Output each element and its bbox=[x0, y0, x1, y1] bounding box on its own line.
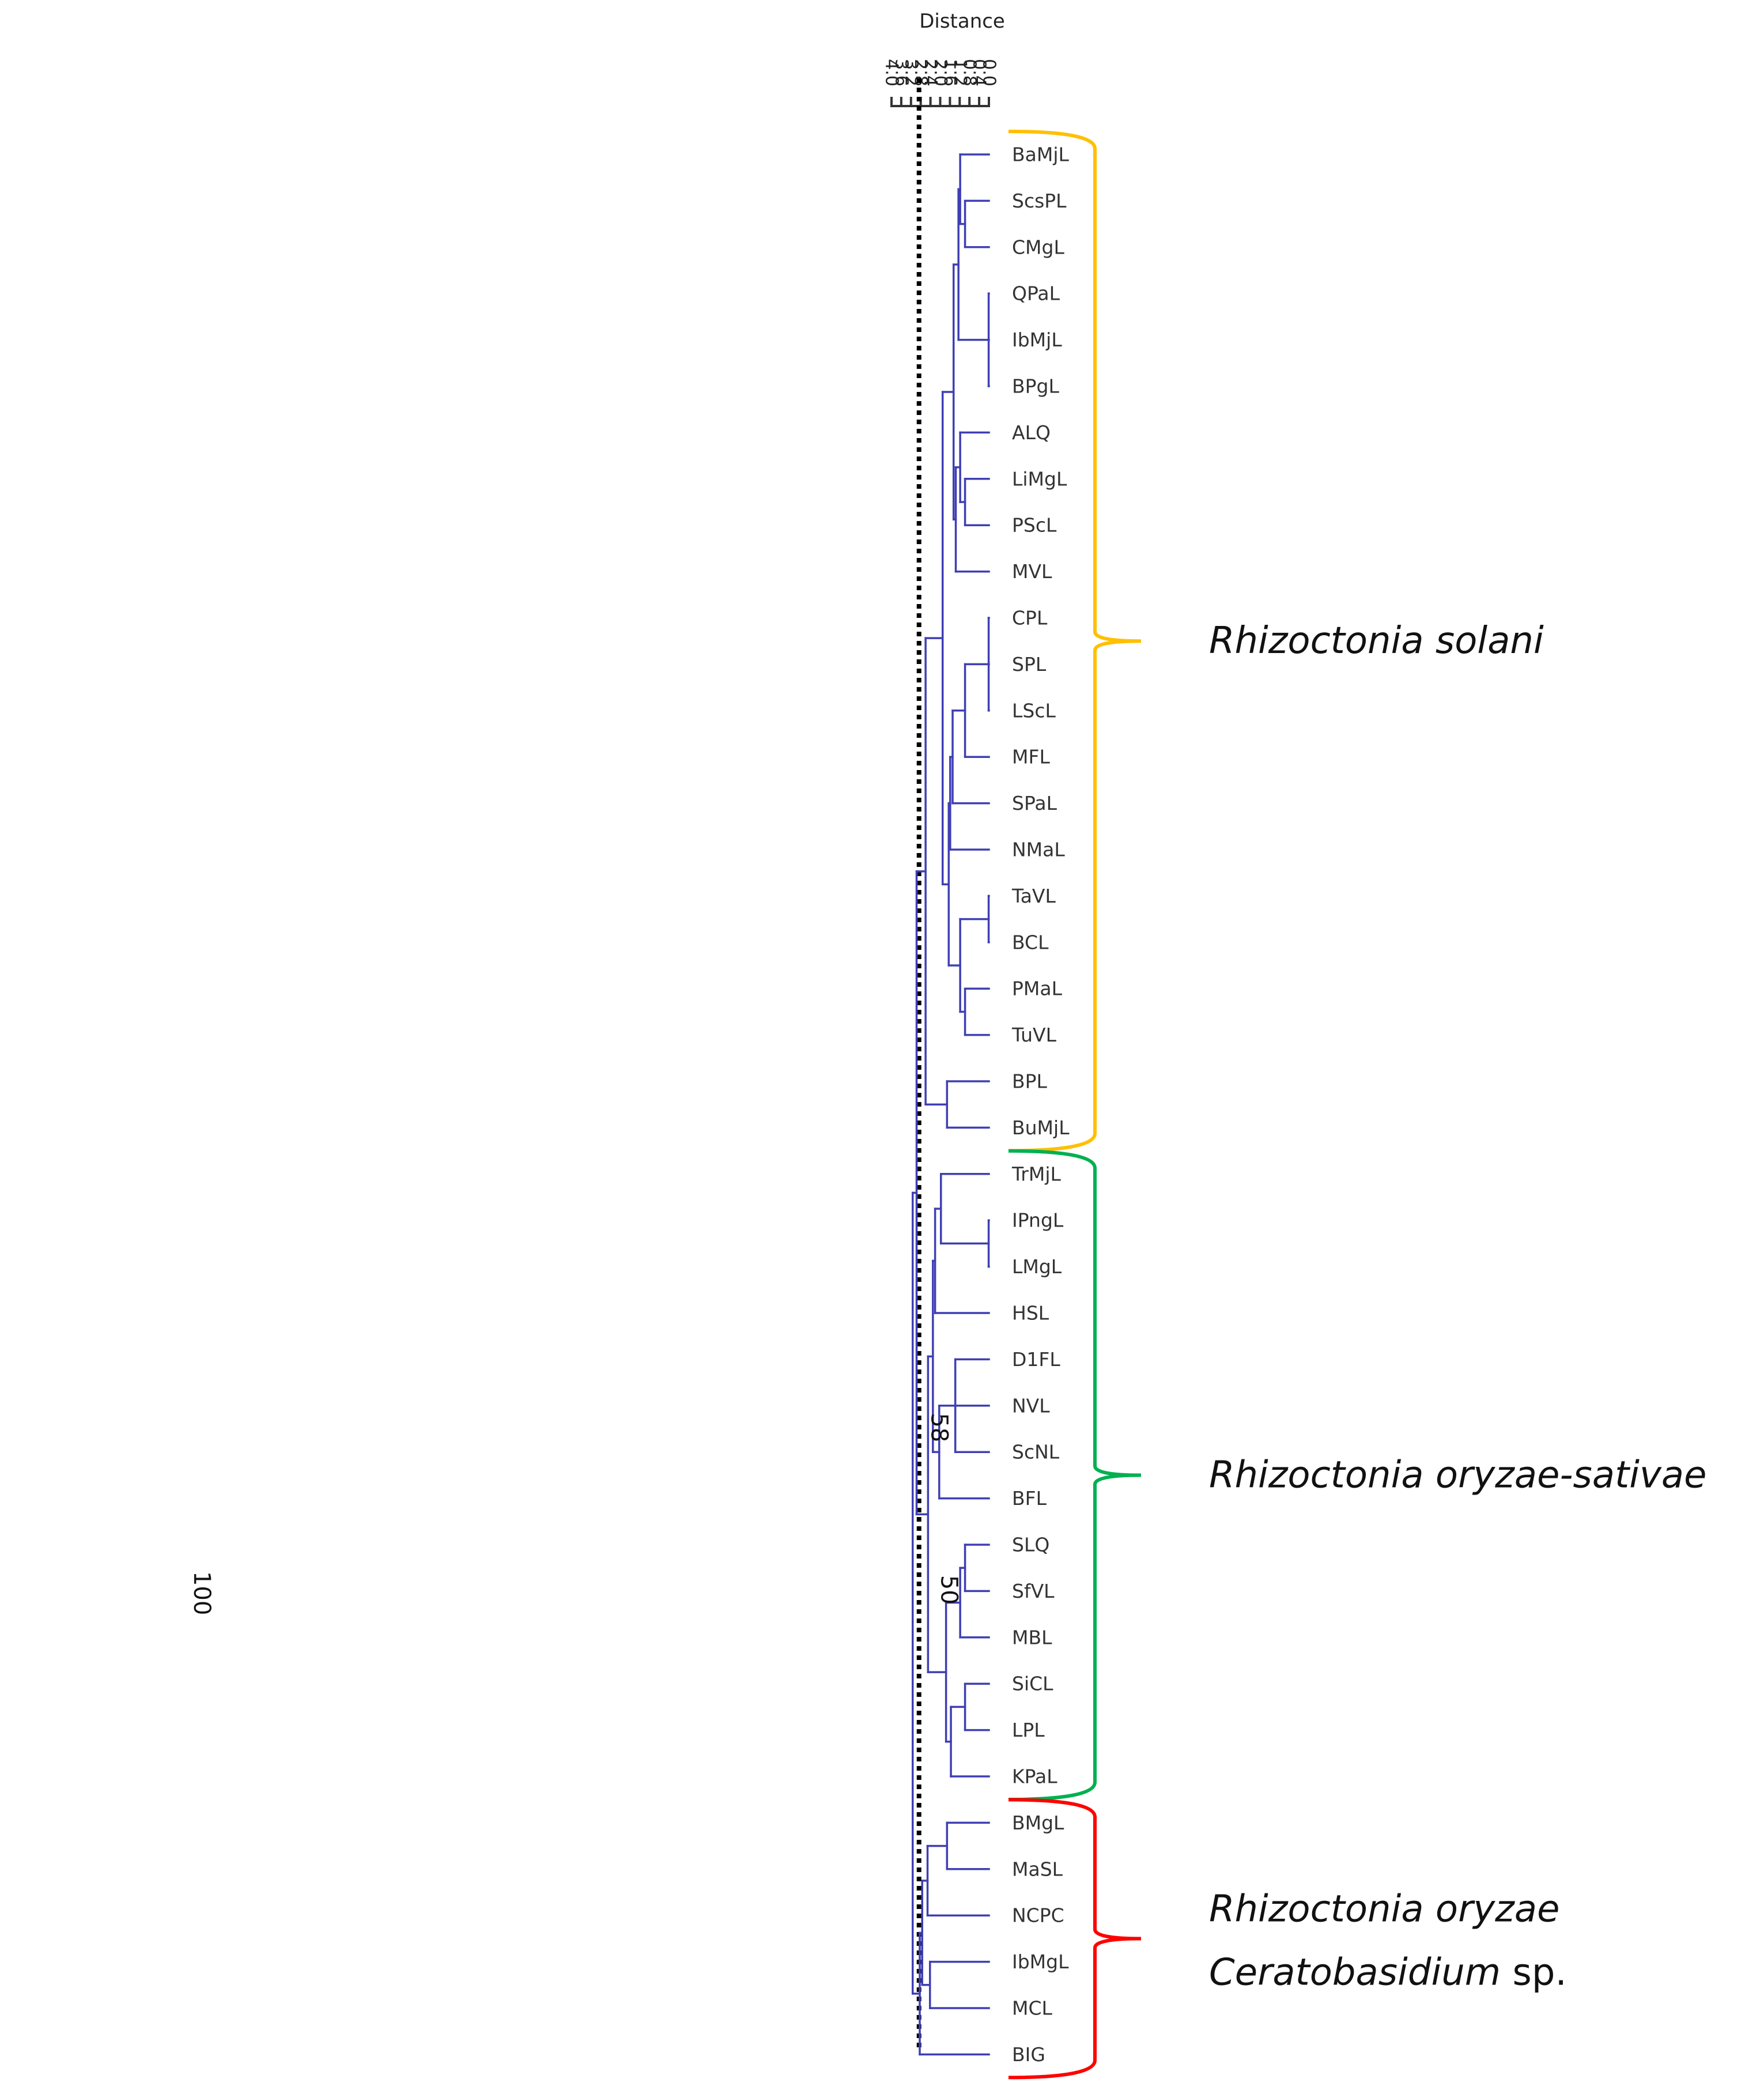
axis-tick-label: 1.6 bbox=[940, 59, 960, 86]
leaf-label: ScsPL bbox=[1012, 190, 1067, 212]
leaf-label: HSL bbox=[1012, 1302, 1049, 1325]
leaf-label: MFL bbox=[1012, 746, 1050, 768]
bootstrap-labels: 100 58 50 bbox=[188, 1413, 962, 1615]
leaf-label: CPL bbox=[1012, 607, 1048, 629]
leaf-label: CMgL bbox=[1012, 236, 1064, 258]
leaf-label: MCL bbox=[1012, 1997, 1053, 2020]
leaf-label: LPL bbox=[1012, 1719, 1045, 1741]
leaf-label: IPngL bbox=[1012, 1209, 1064, 1232]
clade-label: Rhizoctonia solani bbox=[1209, 620, 1544, 662]
axis-tick-label: 3.6 bbox=[891, 59, 911, 86]
leaf-label: NCPC bbox=[1012, 1904, 1064, 1927]
leaf-label: NMaL bbox=[1012, 839, 1065, 861]
clade-brace bbox=[1008, 1149, 1142, 1801]
clade-brace bbox=[1008, 1798, 1142, 2080]
leaf-label: IbMjL bbox=[1012, 329, 1062, 351]
leaf-label: MVL bbox=[1012, 560, 1052, 583]
leaf-label: IbMgL bbox=[1012, 1950, 1069, 1973]
leaf-label: SiCL bbox=[1012, 1673, 1053, 1695]
leaf-label: TaVL bbox=[1011, 885, 1056, 907]
axis-tick-label: 2.4 bbox=[920, 59, 940, 86]
leaf-label: SfVL bbox=[1012, 1580, 1055, 1602]
clade-label-line2: Ceratobasidium sp. bbox=[1209, 1951, 1567, 1994]
leaf-label: LScL bbox=[1012, 699, 1056, 722]
axis-title: Distance bbox=[919, 10, 1005, 33]
clade-label: Rhizoctonia oryzae-sativae bbox=[1209, 1454, 1706, 1496]
bootstrap-label: 50 bbox=[936, 1575, 962, 1605]
root-bootstrap-label: 100 bbox=[188, 1571, 215, 1615]
clade-genus: Ceratobasidium bbox=[1209, 1951, 1501, 1994]
leaf-label: TuVL bbox=[1011, 1024, 1057, 1046]
leaf-label: ALQ bbox=[1012, 421, 1051, 444]
bootstrap-label: 58 bbox=[926, 1413, 953, 1442]
distance-axis: Distance 4.03.63.22.82.42.01.61.20.80.40… bbox=[882, 10, 1005, 107]
leaf-label: BPgL bbox=[1012, 375, 1059, 398]
leaf-label: D1FL bbox=[1012, 1348, 1060, 1371]
clade-annotations: Rhizoctonia solani Rhizoctonia oryzae-sat… bbox=[1008, 130, 1706, 2080]
leaf-label: SPL bbox=[1012, 653, 1047, 676]
leaf-label: KPaL bbox=[1012, 1765, 1057, 1788]
leaf-label: BCL bbox=[1012, 931, 1049, 953]
leaf-label: BuMjL bbox=[1012, 1116, 1070, 1139]
leaf-label: SLQ bbox=[1012, 1534, 1049, 1556]
leaf-label: TrMjL bbox=[1011, 1163, 1062, 1185]
leaf-label: NVL bbox=[1012, 1394, 1050, 1417]
leaf-label: QPaL bbox=[1012, 282, 1060, 305]
leaf-label: SPaL bbox=[1012, 792, 1057, 814]
leaf-label: BaMjL bbox=[1012, 144, 1070, 166]
leaf-label: BPL bbox=[1012, 1070, 1048, 1093]
leaf-label: BIG bbox=[1012, 2043, 1045, 2066]
leaf-label: MBL bbox=[1012, 1626, 1052, 1648]
leaf-label: LMgL bbox=[1012, 1255, 1062, 1278]
axis-tick-label: 0.0 bbox=[979, 59, 999, 86]
leaf-label: MaSL bbox=[1012, 1858, 1063, 1880]
axis-tick-label: 0.4 bbox=[969, 59, 989, 86]
leaf-label: PMaL bbox=[1012, 978, 1063, 1000]
axis-tick-label: 4.0 bbox=[882, 59, 902, 86]
leaf-labels: BaMjL ScsPL CMgL QPaL IbMjL BPgL ALQ LiMgL PScL M… bbox=[1011, 144, 1070, 2066]
leaf-label: PScL bbox=[1012, 514, 1057, 537]
clade-label: Rhizoctonia oryzae bbox=[1209, 1888, 1559, 1930]
clade-brace bbox=[1008, 130, 1142, 1153]
leaf-label: BFL bbox=[1012, 1487, 1047, 1510]
leaf-label: BMgL bbox=[1012, 1812, 1064, 1834]
axis-tick-label: 0.8 bbox=[960, 59, 980, 86]
axis-tick-label: 1.2 bbox=[950, 59, 970, 86]
clade-suffix: sp. bbox=[1501, 1951, 1567, 1994]
tree bbox=[912, 153, 990, 2056]
axis-tick-label: 2.0 bbox=[930, 59, 950, 86]
leaf-label: ScNL bbox=[1012, 1441, 1060, 1463]
leaf-label: LiMgL bbox=[1012, 467, 1067, 490]
